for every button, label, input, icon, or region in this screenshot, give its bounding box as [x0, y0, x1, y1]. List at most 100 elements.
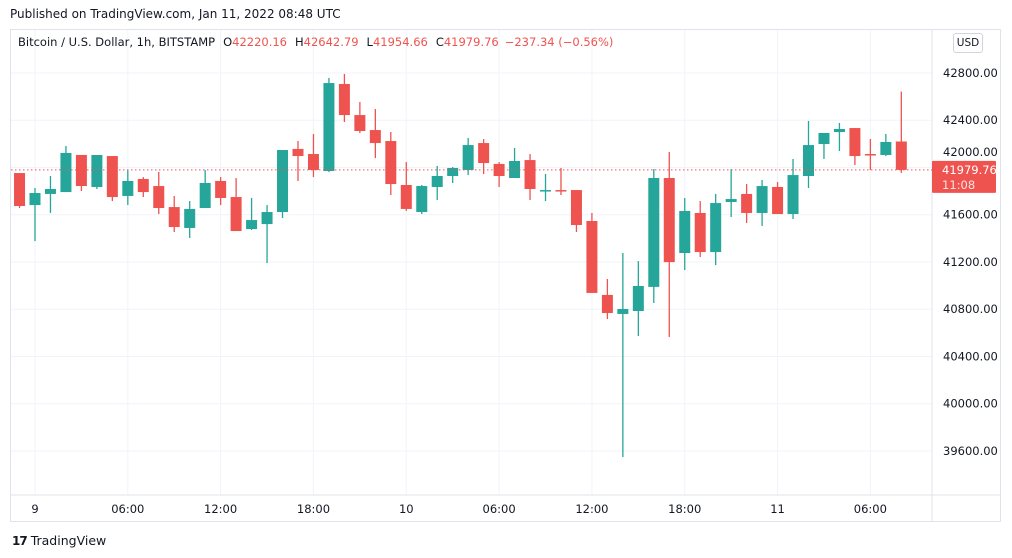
candle-body	[307, 154, 319, 170]
candle[interactable]	[663, 152, 675, 337]
candle[interactable]	[648, 169, 660, 303]
candle[interactable]	[864, 139, 876, 170]
candle[interactable]	[215, 177, 227, 206]
candle-body	[570, 190, 582, 226]
candle[interactable]	[818, 133, 830, 159]
price-tick-label: 40400.00	[943, 349, 998, 363]
candle-body	[153, 186, 165, 209]
candle[interactable]	[199, 169, 211, 209]
candle[interactable]	[725, 169, 737, 217]
candle[interactable]	[122, 169, 134, 206]
candle[interactable]	[570, 190, 582, 232]
candle[interactable]	[493, 162, 505, 187]
candle[interactable]	[416, 184, 428, 215]
candle-body	[447, 167, 459, 177]
candle-body	[91, 154, 103, 187]
candle[interactable]	[617, 253, 629, 458]
candle-body	[14, 173, 26, 207]
candle-body	[338, 83, 350, 116]
candle[interactable]	[524, 154, 536, 200]
candle[interactable]	[137, 177, 149, 198]
candle-body	[555, 190, 567, 192]
candle[interactable]	[44, 176, 56, 213]
candle[interactable]	[741, 184, 753, 224]
last-price-value: 41979.76	[942, 163, 997, 177]
tradingview-logo-icon: 𝟭𝟳	[12, 533, 28, 548]
candle[interactable]	[75, 154, 87, 192]
candle[interactable]	[431, 165, 443, 200]
footer-brand[interactable]: 𝟭𝟳 TradingView	[12, 533, 106, 548]
candle-body	[478, 143, 490, 164]
time-axis: 9 06:00 12:00 18:00 10 06:00 12:00 18:00 11 06:00	[31, 502, 887, 516]
chart-frame	[10, 29, 1001, 522]
candle[interactable]	[756, 180, 768, 226]
candle[interactable]	[323, 77, 335, 172]
candle[interactable]	[586, 212, 598, 293]
open-value: 42220.16	[232, 35, 287, 49]
currency-button[interactable]: USD	[953, 33, 983, 53]
candle-body	[168, 207, 180, 228]
price-tick-label: 41200.00	[943, 255, 998, 269]
high-label: H	[295, 35, 304, 49]
candle[interactable]	[540, 173, 552, 202]
candle[interactable]	[478, 139, 490, 174]
candle-body	[277, 150, 289, 213]
candle[interactable]	[447, 167, 459, 183]
time-tick-label: 06:00	[854, 502, 887, 516]
candle[interactable]	[261, 205, 273, 264]
candle[interactable]	[632, 261, 644, 337]
candle[interactable]	[710, 193, 722, 266]
candle-body	[292, 148, 304, 157]
candle[interactable]	[803, 120, 814, 189]
candle[interactable]	[307, 133, 319, 178]
low-label: L	[366, 35, 373, 49]
candle[interactable]	[91, 154, 103, 189]
candle[interactable]	[246, 197, 258, 230]
candle[interactable]	[833, 122, 845, 151]
high-value: 42642.79	[303, 35, 359, 49]
candle[interactable]	[462, 137, 474, 176]
candle-body	[540, 190, 552, 192]
candle[interactable]	[230, 178, 242, 232]
candle[interactable]	[694, 201, 706, 258]
time-tick-label: 12:00	[575, 502, 608, 516]
candle-body	[75, 154, 87, 187]
candle[interactable]	[895, 91, 907, 173]
time-tick-label: 9	[31, 502, 38, 516]
candle-body	[230, 197, 242, 232]
candle-body	[710, 203, 722, 253]
candle-body	[741, 193, 753, 213]
candle-body	[462, 145, 474, 170]
candle-body	[184, 208, 196, 228]
candle-body	[431, 176, 443, 187]
candle-body	[818, 133, 830, 144]
candle[interactable]	[29, 188, 41, 242]
candle[interactable]	[679, 197, 691, 271]
candle-body	[648, 178, 660, 287]
candle[interactable]	[60, 145, 72, 193]
candle[interactable]	[787, 158, 799, 219]
candle[interactable]	[292, 141, 304, 181]
candle[interactable]	[509, 148, 521, 179]
candle[interactable]	[184, 201, 196, 239]
candle-body	[632, 285, 644, 312]
candle[interactable]	[772, 182, 784, 215]
candle[interactable]	[277, 150, 289, 219]
candle[interactable]	[168, 195, 180, 232]
candle[interactable]	[880, 133, 892, 157]
candle[interactable]	[849, 128, 861, 166]
candle[interactable]	[369, 109, 381, 159]
candle[interactable]	[555, 167, 567, 196]
brand-name: TradingView	[30, 533, 107, 548]
candle[interactable]	[106, 156, 118, 202]
candle-body	[29, 193, 41, 206]
price-axis: 42800.00 42400.00 42000.00 41600.00 41200.00…	[943, 66, 998, 458]
candle[interactable]	[385, 132, 397, 196]
candle[interactable]	[338, 73, 350, 123]
candle[interactable]	[354, 102, 366, 134]
candle[interactable]	[601, 279, 613, 320]
candle[interactable]	[14, 173, 26, 209]
candle[interactable]	[400, 162, 412, 211]
candle[interactable]	[153, 171, 165, 215]
